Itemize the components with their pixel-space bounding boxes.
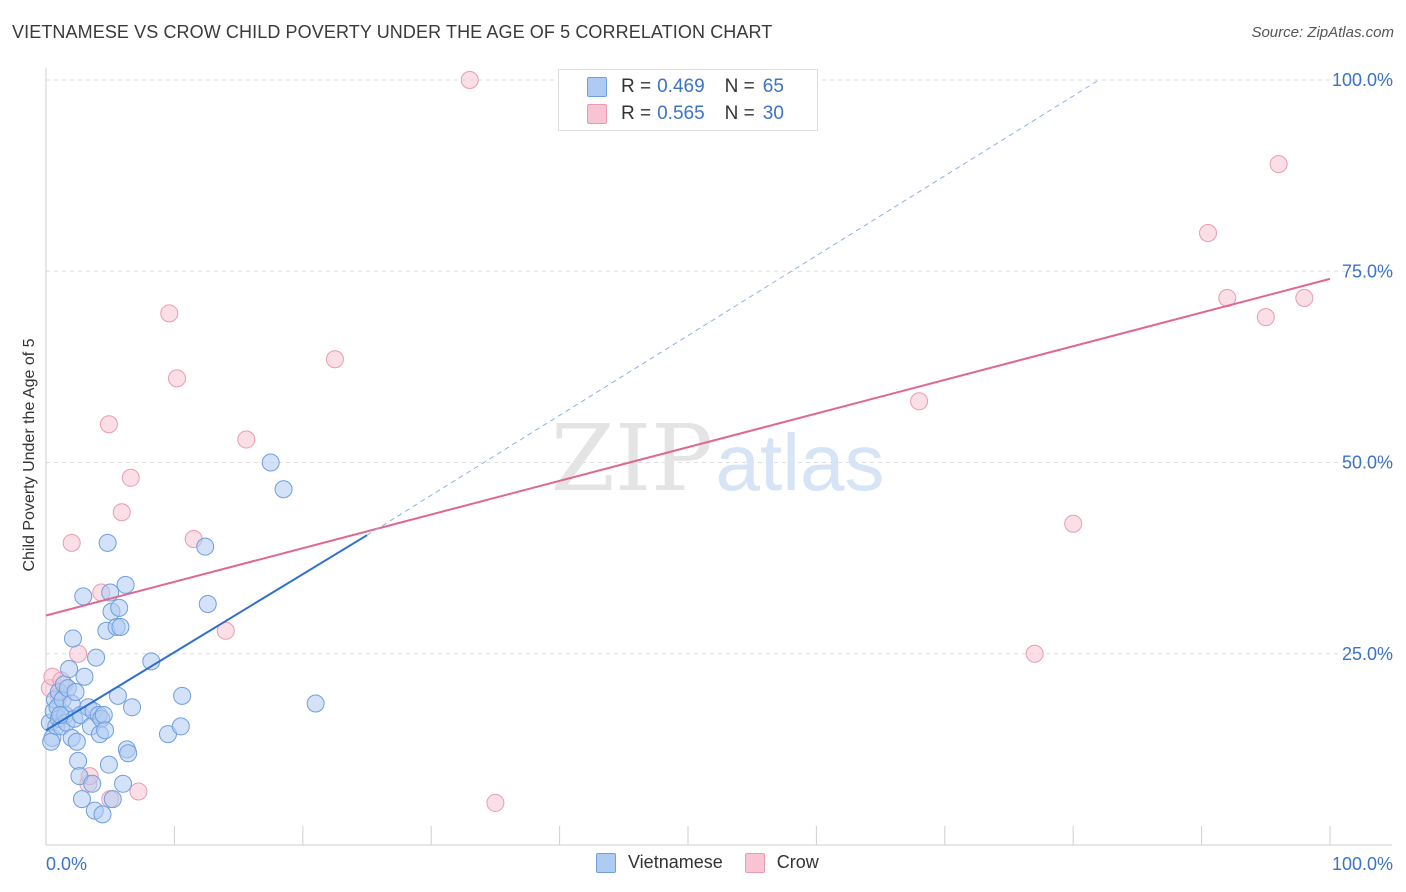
crow-point — [62, 533, 81, 552]
vietnamese-point — [111, 617, 130, 636]
crow-point — [1295, 289, 1314, 308]
vietnamese-point — [87, 648, 106, 667]
legend-n-value: 65 — [762, 76, 784, 97]
watermark-atlas: atlas — [716, 418, 885, 507]
legend-n-label: N = — [724, 103, 755, 124]
vietnamese-point — [67, 732, 86, 751]
vietnamese-point — [110, 598, 129, 617]
crow-point — [237, 430, 256, 449]
crow-point — [69, 644, 88, 663]
vietnamese-point — [93, 805, 112, 824]
vietnamese-point — [98, 533, 117, 552]
crow-point — [160, 304, 179, 323]
vietnamese-point — [261, 453, 280, 472]
crow-swatch — [744, 852, 765, 873]
vietnamese-point — [114, 774, 133, 793]
crow-point — [99, 415, 118, 434]
crow-point — [129, 782, 148, 801]
vietnamese-point — [198, 595, 217, 614]
vietnamese-point — [63, 629, 82, 648]
crow-trendline — [45, 277, 1331, 617]
vietnamese-swatch — [596, 852, 616, 873]
vietnamese-point — [74, 587, 93, 606]
y-tick-label: 50.0% — [1342, 453, 1393, 473]
legend-r-label: R = — [621, 103, 652, 124]
legend-row-crow: R = 0.565 N = 30 — [587, 102, 784, 126]
vietnamese-swatch — [587, 77, 607, 97]
vietnamese-point — [274, 480, 293, 499]
series-legend-label: Vietnamese — [628, 852, 723, 872]
crow-swatch — [587, 104, 607, 124]
crow-point — [1256, 308, 1275, 327]
vietnamese-point — [103, 790, 122, 809]
series-legend-label: Crow — [776, 852, 819, 872]
legend-r-value: 0.469 — [657, 76, 705, 97]
x-tick-label: 0.0% — [46, 854, 87, 874]
crow-point — [216, 621, 235, 640]
crow-point — [486, 793, 505, 812]
crow-point — [910, 392, 929, 411]
crow-point — [1269, 155, 1288, 174]
legend-n-value: 30 — [762, 103, 784, 124]
y-tick-label: 100.0% — [1332, 70, 1393, 90]
y-tick-label: 75.0% — [1342, 261, 1393, 281]
crow-point — [1199, 224, 1218, 242]
vietnamese-point — [171, 717, 190, 736]
vietnamese-point — [306, 694, 325, 713]
legend-r-value: 0.565 — [657, 103, 705, 124]
crow-point — [121, 468, 140, 487]
vietnamese-point — [99, 755, 118, 774]
vietnamese-point — [94, 705, 113, 724]
vietnamese-point — [69, 751, 88, 770]
series-legend: Vietnamese Crow — [596, 852, 841, 873]
legend-r-label: R = — [621, 76, 652, 97]
vietnamese-point — [116, 575, 135, 594]
source-label: Source: ZipAtlas.com — [1251, 24, 1394, 41]
crow-point — [325, 350, 344, 369]
vietnamese-point — [119, 744, 138, 763]
legend-row-vietnamese: R = 0.469 N = 65 — [587, 75, 784, 99]
crow-point — [167, 369, 186, 388]
vietnamese-trendline — [45, 534, 368, 732]
chart-title: VIETNAMESE VS CROW CHILD POVERTY UNDER T… — [12, 22, 773, 42]
vietnamese-point — [75, 667, 94, 686]
vietnamese-point — [173, 686, 192, 705]
vietnamese-point — [96, 721, 115, 740]
y-axis-label: Child Poverty Under the Age of 5 — [21, 338, 38, 572]
crow-point — [1064, 514, 1083, 533]
crow-point — [460, 71, 479, 89]
correlation-legend: R = 0.469 N = 65 R = 0.565 N = 30 — [558, 69, 818, 131]
series-legend-vietnamese[interactable]: Vietnamese — [596, 852, 723, 873]
series-legend-crow[interactable]: Crow — [744, 852, 819, 873]
x-tick-label: 100.0% — [1332, 854, 1393, 874]
vietnamese-point — [42, 732, 61, 751]
vietnamese-point — [66, 683, 85, 701]
legend-n-label: N = — [724, 76, 755, 97]
crow-point — [1025, 644, 1044, 663]
vietnamese-point — [83, 774, 102, 793]
vietnamese-point — [60, 660, 79, 679]
crow-point — [112, 503, 131, 522]
watermark-zip: ZIP — [551, 405, 713, 512]
vietnamese-point — [196, 537, 215, 556]
y-tick-label: 25.0% — [1342, 644, 1393, 664]
vietnamese-point — [123, 698, 142, 717]
vietnamese-point — [72, 790, 91, 809]
